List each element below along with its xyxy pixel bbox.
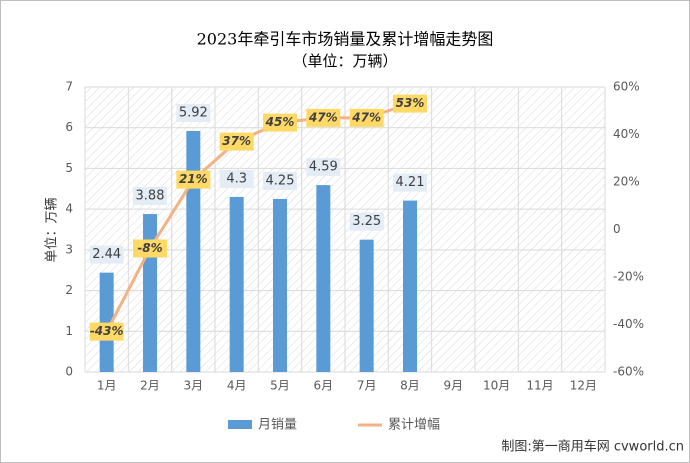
x-tick-label: 6月 xyxy=(314,379,334,393)
bar xyxy=(99,272,114,372)
y2-tick-label: 20% xyxy=(613,175,640,189)
y2-tick-label: -40% xyxy=(613,317,644,331)
y-tick-label: 1 xyxy=(65,324,73,338)
x-tick-label: 4月 xyxy=(227,379,247,393)
y2-tick-label: 60% xyxy=(613,80,640,94)
chart-subtitle: （单位：万辆） xyxy=(292,52,397,70)
bar-label: 5.92 xyxy=(179,105,208,120)
line-label: 21% xyxy=(179,172,208,186)
legend-label: 累计增幅 xyxy=(388,418,440,433)
y-tick-label: 4 xyxy=(65,202,73,216)
chart-title: 2023年牵引车市场销量及累计增幅走势图 xyxy=(197,30,494,49)
bar-label: 3.25 xyxy=(352,214,381,229)
bar-label: 4.59 xyxy=(309,160,338,175)
bar-label: 4.21 xyxy=(396,175,425,190)
y-tick-label: 0 xyxy=(65,365,73,379)
x-tick-label: 3月 xyxy=(184,379,204,393)
bar-label: 4.25 xyxy=(266,173,295,188)
line-label: 47% xyxy=(351,110,381,124)
bar xyxy=(143,214,157,372)
y-tick-label: 6 xyxy=(65,120,73,134)
line-label: -43% xyxy=(90,324,124,338)
bar-label-bg xyxy=(176,103,211,122)
bar xyxy=(316,185,331,372)
bar-label-bg xyxy=(393,173,427,192)
bar-label-bg xyxy=(349,212,384,231)
bar-label-bg xyxy=(306,158,341,177)
y-tick-label: 5 xyxy=(65,161,73,175)
line-label: -8% xyxy=(137,241,162,255)
bar-label: 2.44 xyxy=(92,247,121,262)
source: 制图:第一商用车网 cvworld.cn xyxy=(501,439,684,455)
y-axis-label: 单位：万辆 xyxy=(45,197,60,262)
line-label-bg xyxy=(176,170,211,189)
line-label-bg xyxy=(393,94,427,113)
x-tick-label: 2月 xyxy=(140,379,160,393)
y2-tick-label: -60% xyxy=(613,365,644,379)
bar xyxy=(403,200,417,372)
x-tick-label: 7月 xyxy=(357,379,377,393)
line-label-bg xyxy=(263,113,297,132)
bar xyxy=(229,196,244,372)
bar-label-bg xyxy=(89,245,124,264)
line-label: 53% xyxy=(396,96,425,110)
x-tick-label: 5月 xyxy=(270,379,290,393)
x-tick-label: 10月 xyxy=(483,379,510,393)
line-label-bg xyxy=(306,108,341,127)
x-tick-label: 1月 xyxy=(97,379,117,393)
bar-label: 3.88 xyxy=(136,189,165,204)
bar-label-bg xyxy=(133,187,167,206)
bar xyxy=(186,130,201,372)
y2-tick-label: 0 xyxy=(613,222,621,236)
x-tick-label: 12月 xyxy=(570,379,597,393)
line-label: 47% xyxy=(308,110,338,124)
line-label-bg xyxy=(133,239,167,258)
x-tick-label: 11月 xyxy=(526,379,553,393)
bar-label-bg xyxy=(219,169,254,188)
x-tick-label: 9月 xyxy=(444,379,464,393)
line-label: 45% xyxy=(265,115,295,129)
y-tick-label: 7 xyxy=(65,80,73,94)
bar-label-bg xyxy=(263,171,297,190)
bar-label: 4.3 xyxy=(226,171,247,186)
bar xyxy=(359,239,374,372)
bar xyxy=(273,198,287,372)
line-label: 37% xyxy=(222,134,251,148)
line-label-bg xyxy=(219,132,254,151)
legend-swatch xyxy=(228,420,252,429)
legend-label: 月销量 xyxy=(258,418,297,433)
y-tick-label: 3 xyxy=(65,242,73,256)
line-label-bg xyxy=(349,108,384,127)
y-tick-label: 2 xyxy=(65,283,73,297)
y2-tick-label: 40% xyxy=(613,127,640,141)
line-label-bg xyxy=(89,322,124,341)
y2-tick-label: -20% xyxy=(613,270,644,284)
x-tick-label: 8月 xyxy=(400,379,420,393)
